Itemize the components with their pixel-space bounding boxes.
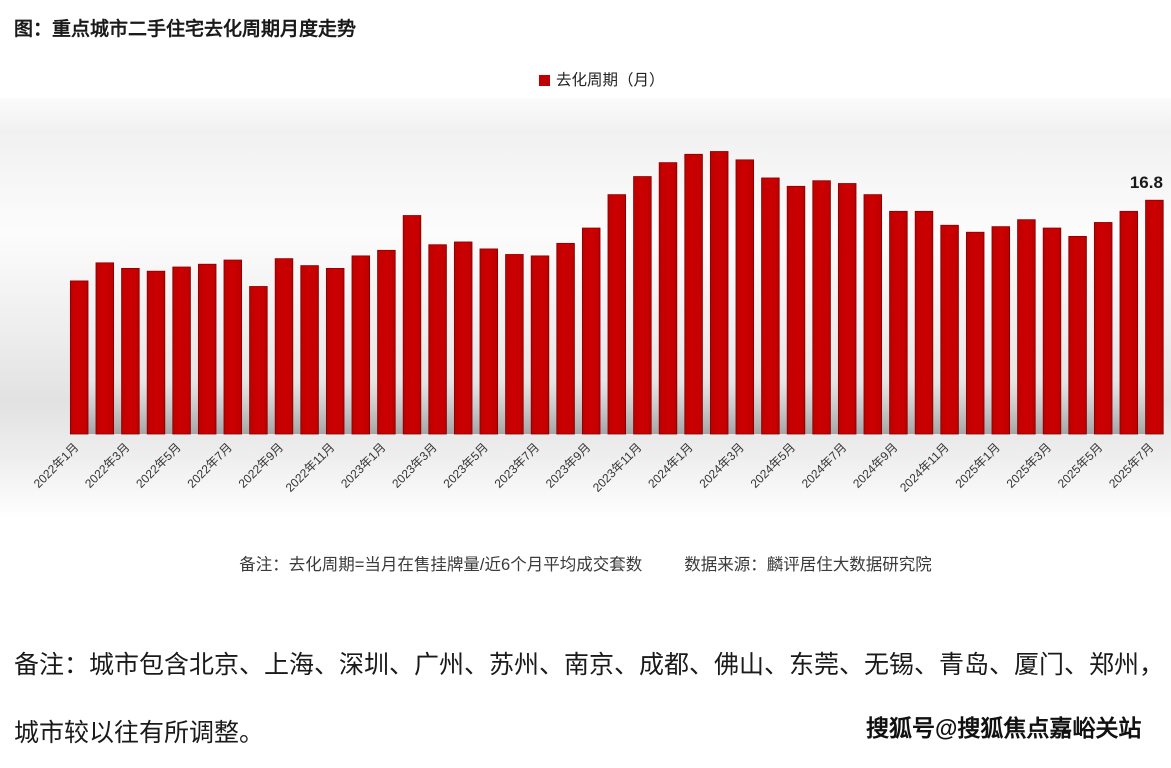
svg-text:2023年1月: 2023年1月 — [338, 440, 388, 490]
svg-text:2023年5月: 2023年5月 — [440, 440, 490, 490]
svg-text:2024年3月: 2024年3月 — [696, 440, 746, 490]
svg-text:2022年9月: 2022年9月 — [236, 440, 286, 490]
svg-text:2024年7月: 2024年7月 — [799, 440, 849, 490]
svg-text:2024年11月: 2024年11月 — [897, 440, 952, 495]
svg-text:2025年5月: 2025年5月 — [1055, 440, 1105, 490]
svg-text:2025年1月: 2025年1月 — [952, 440, 1002, 490]
svg-text:2024年1月: 2024年1月 — [645, 440, 695, 490]
svg-text:2022年5月: 2022年5月 — [133, 440, 183, 490]
svg-text:2022年1月: 2022年1月 — [31, 440, 81, 490]
svg-text:2023年11月: 2023年11月 — [590, 440, 645, 495]
svg-text:2023年9月: 2023年9月 — [543, 440, 593, 490]
svg-text:16.8: 16.8 — [1130, 173, 1163, 192]
svg-text:2024年5月: 2024年5月 — [748, 440, 798, 490]
svg-text:2024年9月: 2024年9月 — [850, 440, 900, 490]
svg-text:2025年3月: 2025年3月 — [1004, 440, 1054, 490]
svg-text:2022年3月: 2022年3月 — [82, 440, 132, 490]
svg-text:2022年7月: 2022年7月 — [184, 440, 234, 490]
svg-text:2023年7月: 2023年7月 — [492, 440, 542, 490]
svg-text:2023年3月: 2023年3月 — [389, 440, 439, 490]
svg-text:2022年11月: 2022年11月 — [283, 440, 338, 495]
svg-text:2025年7月: 2025年7月 — [1106, 440, 1156, 490]
